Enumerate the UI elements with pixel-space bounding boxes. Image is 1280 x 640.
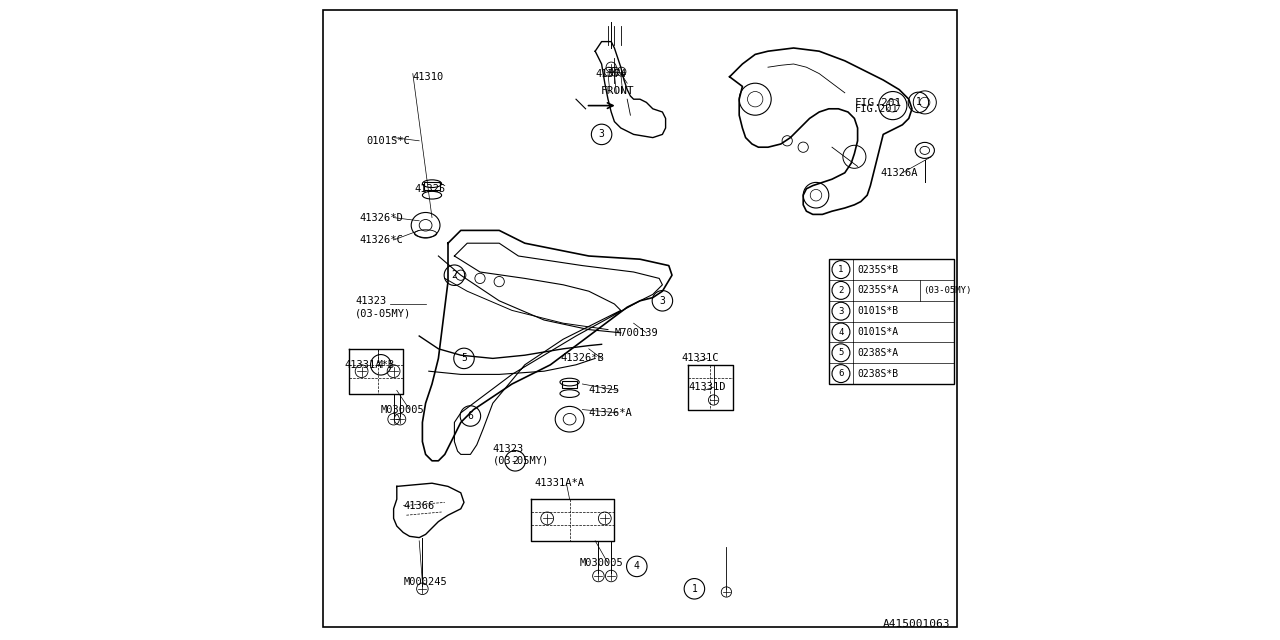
Text: FRONT: FRONT [600, 86, 635, 96]
Text: 41325: 41325 [589, 385, 620, 396]
Text: 0101S*B: 0101S*B [858, 306, 899, 316]
Text: 0238S*A: 0238S*A [858, 348, 899, 358]
Text: 41331A*B: 41331A*B [344, 360, 394, 370]
Text: 0101S*C: 0101S*C [366, 136, 410, 146]
Text: 0238S*B: 0238S*B [858, 369, 899, 379]
Text: 41323
(03-05MY): 41323 (03-05MY) [356, 296, 411, 318]
Text: 41310: 41310 [412, 72, 444, 82]
Text: (03-05MY): (03-05MY) [923, 286, 972, 295]
Text: 4: 4 [378, 360, 384, 370]
Text: 5: 5 [838, 348, 844, 357]
Text: 3: 3 [838, 307, 844, 316]
Text: 41326*C: 41326*C [360, 235, 403, 245]
Text: 41326*B: 41326*B [561, 353, 604, 364]
Text: 4: 4 [838, 328, 844, 337]
Text: 1: 1 [838, 265, 844, 274]
Text: 41326*D: 41326*D [360, 212, 403, 223]
Text: M000245: M000245 [403, 577, 447, 588]
Text: 41366: 41366 [403, 500, 434, 511]
Text: 41331C: 41331C [681, 353, 719, 364]
Text: 41331A*A: 41331A*A [535, 478, 585, 488]
Text: 0235S*B: 0235S*B [858, 264, 899, 275]
Text: 41331D: 41331D [689, 382, 726, 392]
Text: 0235S*A: 0235S*A [858, 285, 899, 296]
Text: 41374: 41374 [595, 68, 626, 79]
Text: 2: 2 [452, 270, 457, 280]
Text: 41323
(03-05MY): 41323 (03-05MY) [493, 444, 549, 465]
Text: 1: 1 [691, 584, 698, 594]
Text: FIG.201: FIG.201 [855, 104, 899, 114]
Bar [425, 182, 440, 190]
Text: A415001063: A415001063 [883, 620, 951, 629]
Text: 41326A: 41326A [881, 168, 918, 178]
Text: 2: 2 [838, 286, 844, 295]
Text: 41325: 41325 [415, 184, 445, 194]
Text: 1: 1 [915, 97, 922, 108]
Text: M030005: M030005 [580, 558, 623, 568]
Text: 6: 6 [467, 411, 474, 421]
Text: 2: 2 [512, 456, 518, 466]
Text: FIG.201: FIG.201 [855, 98, 901, 108]
Bar [829, 259, 954, 384]
Text: M030005: M030005 [381, 404, 425, 415]
Text: 0101S*A: 0101S*A [858, 327, 899, 337]
Text: 3: 3 [659, 296, 666, 306]
Text: 3: 3 [599, 129, 604, 140]
Text: 4: 4 [634, 561, 640, 572]
Text: 6: 6 [838, 369, 844, 378]
Bar [562, 381, 577, 388]
Text: M700139: M700139 [614, 328, 658, 338]
Text: 41326*A: 41326*A [589, 408, 632, 418]
Text: 5: 5 [461, 353, 467, 364]
